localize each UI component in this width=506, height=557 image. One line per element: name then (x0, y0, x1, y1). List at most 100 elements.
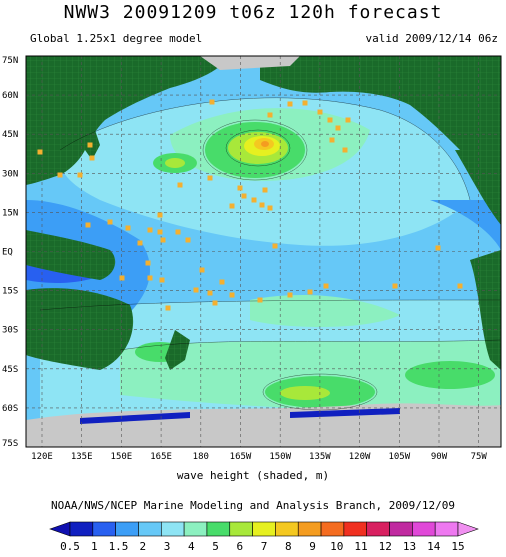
lon-label-120W: 120W (349, 452, 371, 462)
colorbar: 0.5 1 1.5 2 3 4 5 6 7 8 9 10 11 12 13 14 15 (49, 521, 479, 553)
buoy-marker (435, 245, 441, 251)
buoy-marker (345, 117, 351, 123)
buoy-marker (147, 275, 153, 281)
footer-credit: NOAA/NWS/NCEP Marine Modeling and Analys… (51, 499, 455, 512)
wave-band-6m (280, 386, 330, 400)
colorbar-segment (115, 521, 139, 537)
colorbar-label: 13 (403, 540, 416, 553)
colorbar-label: 1.5 (109, 540, 129, 553)
colorbar-label: 15 (451, 540, 464, 553)
lon-label-135E: 135E (71, 452, 93, 462)
buoy-marker (457, 283, 463, 289)
colorbar-segment (92, 521, 116, 537)
buoy-marker (287, 101, 293, 107)
land-arctic-ice (200, 56, 300, 70)
lon-label-150E: 150E (111, 452, 133, 462)
buoy-marker (85, 222, 91, 228)
lon-label-105W: 105W (388, 452, 410, 462)
buoy-marker (229, 203, 235, 209)
buoy-markers (37, 99, 463, 311)
valid-time-label: valid 2009/12/14 06z (365, 32, 498, 45)
buoy-marker (107, 219, 113, 225)
buoy-marker (37, 149, 43, 155)
colorbar-label: 11 (354, 540, 367, 553)
lat-label-75S: 75S (2, 439, 18, 449)
buoy-marker (157, 229, 163, 235)
buoy-marker (157, 212, 163, 218)
colorbar-low-arrow (49, 521, 71, 537)
colorbar-segment (275, 521, 299, 537)
colorbar-label: 2 (139, 540, 146, 553)
wave-band-4m (120, 340, 500, 412)
colorbar-segment (412, 521, 436, 537)
buoy-marker (147, 227, 153, 233)
colorbar-segment (252, 521, 276, 537)
lon-label-150W: 150W (269, 452, 291, 462)
buoy-marker (327, 117, 333, 123)
colorbar-label: 10 (330, 540, 343, 553)
buoy-marker (89, 155, 95, 161)
colorbar-label: 6 (236, 540, 243, 553)
map-caption: wave height (shaded, m) (176, 469, 330, 482)
buoy-marker (199, 267, 205, 273)
buoy-marker (272, 243, 278, 249)
colorbar-label: 14 (427, 540, 441, 553)
buoy-marker (209, 99, 215, 105)
buoy-marker (145, 260, 151, 266)
buoy-marker (207, 175, 213, 181)
map-title: NWW3 20091209 t06z 120h forecast (63, 2, 443, 23)
buoy-marker (57, 172, 63, 178)
lat-label-60N: 60N (2, 91, 18, 101)
land-central-america (455, 150, 501, 225)
buoy-marker (175, 229, 181, 235)
lon-label-165W: 165W (230, 452, 252, 462)
buoy-marker (329, 137, 335, 143)
wave-band-9m (261, 141, 269, 147)
buoy-marker (267, 205, 273, 211)
wave-band-4m (250, 295, 400, 327)
buoy-marker (287, 292, 293, 298)
buoy-marker (237, 185, 243, 191)
colorbar-label: 4 (188, 540, 195, 553)
colorbar-segment (138, 521, 162, 537)
colorbar-label: 0.5 (60, 540, 80, 553)
buoy-marker (317, 109, 323, 115)
buoy-marker (212, 300, 218, 306)
buoy-marker (77, 172, 83, 178)
buoy-marker (302, 100, 308, 106)
colorbar-segment (343, 521, 368, 537)
wave-band-6m (165, 158, 185, 168)
colorbar-label: 7 (261, 540, 268, 553)
model-resolution-label: Global 1.25x1 degree model (30, 32, 203, 45)
land-alaska (260, 56, 501, 180)
buoy-marker (125, 225, 131, 231)
lat-label-75N: 75N (2, 56, 18, 66)
colorbar-label: 1 (91, 540, 98, 553)
lon-label-135W: 135W (309, 452, 331, 462)
buoy-marker (229, 292, 235, 298)
lat-label-45N: 45N (2, 130, 18, 140)
buoy-marker (257, 297, 263, 303)
lat-label-30S: 30S (2, 326, 18, 336)
buoy-marker (177, 182, 183, 188)
buoy-marker (185, 237, 191, 243)
buoy-marker (137, 240, 143, 246)
buoy-marker (335, 125, 341, 131)
buoy-marker (267, 112, 273, 118)
buoy-marker (262, 187, 268, 193)
buoy-marker (251, 197, 257, 203)
colorbar-segment (229, 521, 253, 537)
land-new-zealand (165, 330, 190, 370)
colorbar-segment (297, 521, 322, 537)
colorbar-segment (69, 521, 94, 537)
lat-label-30N: 30N (2, 169, 18, 179)
lat-label-EQ: EQ (2, 248, 13, 258)
lon-label-75W: 75W (471, 452, 488, 462)
buoy-marker (323, 283, 329, 289)
colorbar-label: 12 (379, 540, 392, 553)
colorbar-segment (160, 521, 185, 537)
land-australia (26, 288, 134, 370)
land-asia (26, 56, 230, 185)
lon-label-180: 180 (193, 452, 209, 462)
buoy-marker (160, 237, 166, 243)
